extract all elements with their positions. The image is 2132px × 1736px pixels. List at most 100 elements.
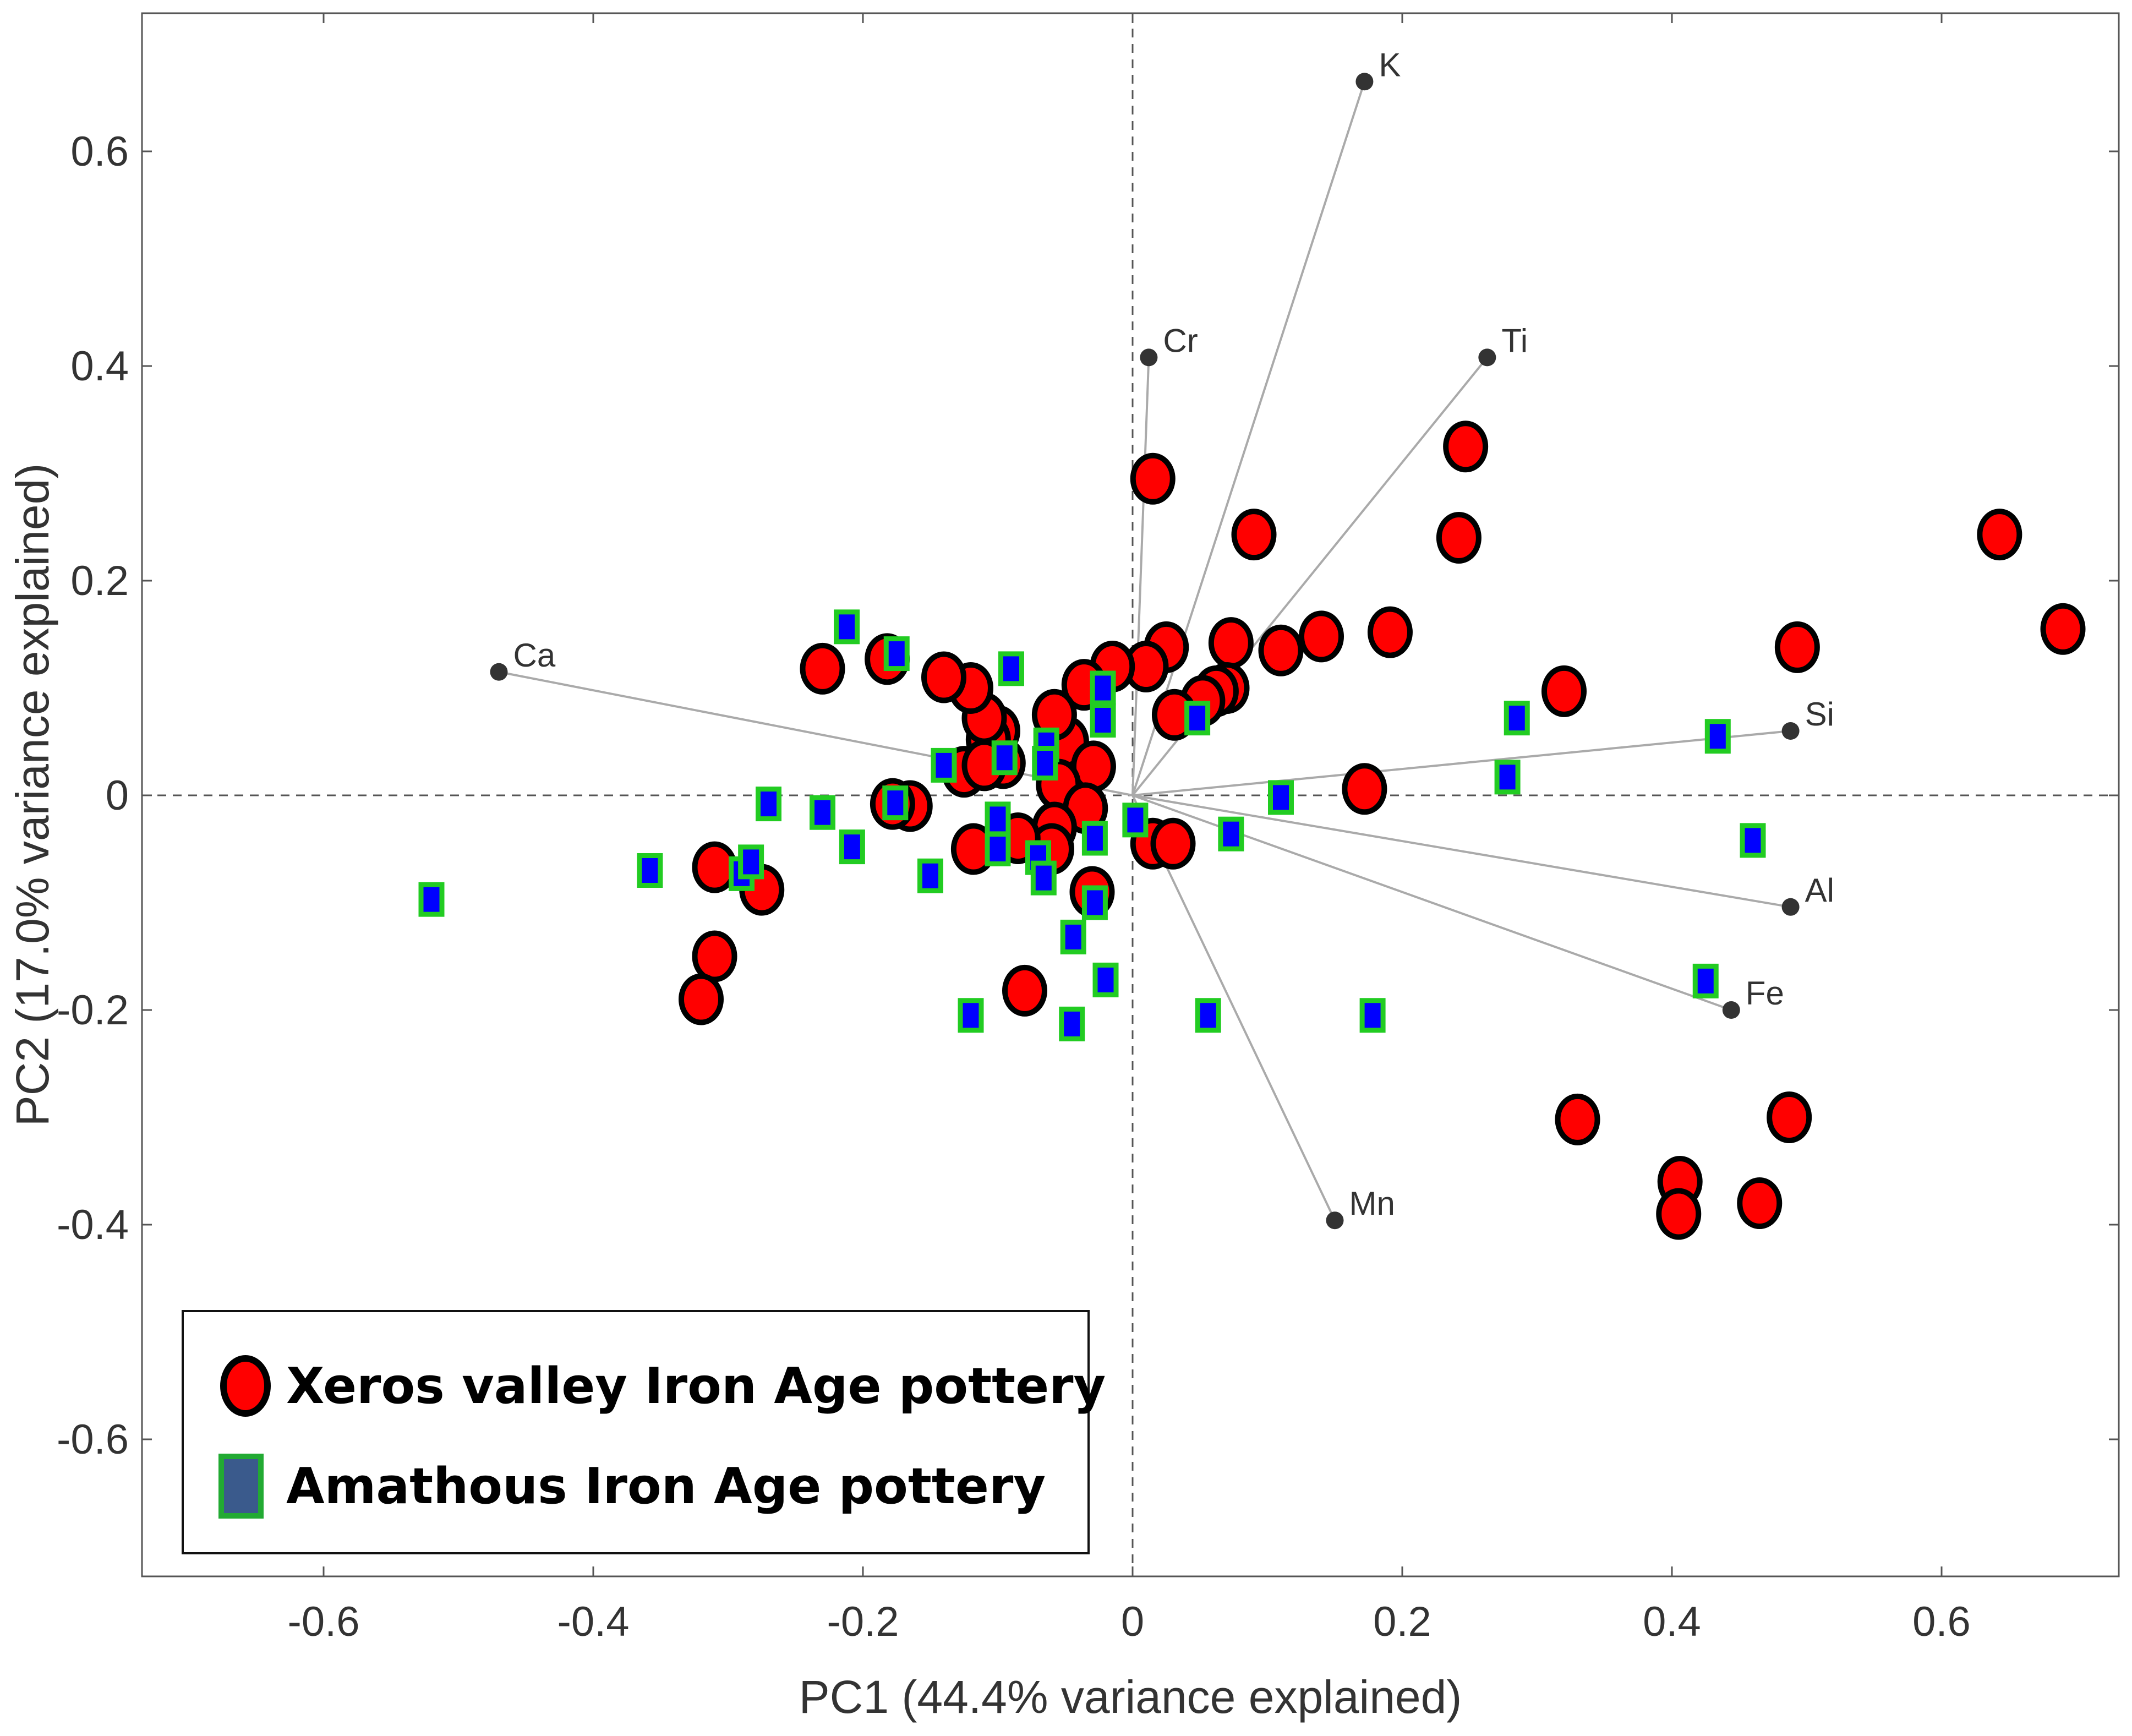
loading-label-fe: Fe (1746, 975, 1784, 1012)
x-tick-label-4: 0.2 (1373, 1598, 1431, 1645)
y-tick-label-6: 0.6 (70, 128, 129, 175)
loading-label-al: Al (1805, 872, 1834, 909)
amathous-point-26 (1090, 703, 1116, 738)
amathous-point-16 (998, 651, 1024, 686)
xeros-point-2 (1774, 621, 1820, 673)
amathous-point-29 (1184, 701, 1211, 736)
x-axis-title: PC1 (44.4% variance explained) (799, 1671, 1462, 1723)
y-tick-label-3: 0 (106, 772, 129, 819)
amathous-point-12 (958, 998, 984, 1033)
xeros-point-18 (1436, 512, 1482, 564)
amathous-point-9 (882, 785, 909, 821)
xeros-point-17 (1443, 421, 1489, 473)
x-tick-label-0: -0.6 (288, 1598, 360, 1645)
legend: Xeros valley Iron Age pottery Amathous I… (182, 1310, 1106, 1554)
x-tick-label-6: 0.6 (1912, 1598, 1971, 1645)
amathous-point-0 (418, 882, 445, 917)
xeros-point-15 (1130, 452, 1176, 505)
loading-point-k (1355, 73, 1374, 91)
amathous-series (418, 609, 1766, 1041)
loading-line-al (1132, 794, 1791, 908)
amathous-point-37 (1704, 719, 1731, 754)
xeros-point-34 (921, 651, 966, 703)
xeros-point-7 (1208, 617, 1254, 669)
amathous-point-27 (1092, 962, 1119, 997)
xeros-point-6 (1258, 624, 1304, 676)
amathous-point-35 (1504, 701, 1530, 736)
loading-line-k (1131, 81, 1366, 796)
y-tick-label-5: 0.4 (70, 343, 129, 390)
xeros-point-3 (1541, 665, 1587, 717)
x-tick-label-1: -0.4 (557, 1598, 630, 1645)
amathous-point-7 (834, 609, 860, 645)
amathous-point-20 (1030, 860, 1057, 896)
amathous-point-6 (839, 829, 865, 865)
amathous-point-23 (1081, 885, 1108, 920)
amathous-point-28 (1122, 803, 1149, 838)
y-tick-label-2: -0.2 (57, 987, 129, 1034)
loading-vectors: Ca Cr K Ti Si Al Fe Mn (490, 46, 1834, 1230)
x-tick-label-2: -0.2 (827, 1598, 899, 1645)
amathous-point-19 (1032, 746, 1058, 780)
y-tick-label-4: 0.2 (70, 558, 129, 604)
amathous-point-8 (883, 636, 910, 672)
xeros-point-53 (1737, 1177, 1783, 1229)
loading-label-k: K (1379, 46, 1401, 83)
loading-label-ca: Ca (513, 637, 556, 674)
amathous-point-36 (1692, 963, 1719, 998)
amathous-point-31 (1218, 816, 1244, 851)
loading-point-ti (1478, 348, 1496, 367)
loading-label-ti: Ti (1501, 322, 1528, 359)
loading-point-ca (490, 663, 508, 681)
amathous-point-24 (1081, 821, 1108, 856)
xeros-point-54 (1767, 1091, 1812, 1143)
legend-marker-amathous (218, 1454, 264, 1519)
xeros-point-41 (1002, 964, 1047, 1017)
loading-label-mn: Mn (1349, 1185, 1395, 1222)
amathous-point-34 (1494, 760, 1521, 795)
loading-label-si: Si (1805, 696, 1834, 733)
y-tick-label-1: -0.4 (57, 1202, 129, 1248)
y-axis-title: PC2 (17.0% variance explained) (7, 463, 58, 1127)
x-tick-label-5: 0.4 (1643, 1598, 1701, 1645)
y-axis: -0.6 -0.4 -0.2 0 0.2 0.4 0.6 (57, 128, 2119, 1463)
amathous-point-14 (985, 832, 1011, 866)
x-axis: -0.6 -0.4 -0.2 0 0.2 0.4 0.6 (288, 13, 1971, 1645)
amathous-point-5 (810, 795, 835, 830)
amathous-point-33 (1359, 998, 1386, 1033)
amathous-point-15 (991, 740, 1018, 776)
xeros-point-45 (1342, 763, 1387, 815)
amathous-point-21 (1059, 1006, 1085, 1041)
amathous-point-32 (1268, 780, 1294, 815)
xeros-point-52 (1656, 1188, 1702, 1240)
y-tick-label-0: -0.6 (57, 1416, 129, 1463)
xeros-point-49 (679, 973, 724, 1025)
amathous-point-1 (637, 853, 663, 888)
legend-label-xeros: Xeros valley Iron Age pottery (286, 1357, 1106, 1415)
loading-point-si (1781, 722, 1800, 740)
xeros-point-48 (692, 930, 737, 982)
amathous-point-30 (1195, 998, 1221, 1033)
xeros-point-16 (1231, 509, 1277, 561)
loading-line-ca (499, 670, 1133, 796)
loading-point-mn (1326, 1211, 1344, 1230)
xeros-point-0 (2040, 603, 2086, 655)
loading-line-si (1132, 730, 1791, 796)
legend-label-amathous: Amathous Iron Age pottery (286, 1457, 1046, 1515)
legend-box (182, 1310, 1090, 1554)
amathous-point-3 (738, 844, 764, 880)
loading-line-cr (1131, 357, 1150, 796)
amathous-point-25 (1090, 670, 1116, 706)
amathous-point-4 (756, 787, 781, 822)
legend-marker-xeros (220, 1355, 271, 1417)
loading-point-fe (1722, 1001, 1740, 1019)
loading-label-cr: Cr (1163, 322, 1198, 359)
loading-point-al (1781, 898, 1800, 916)
xeros-point-44 (1150, 817, 1196, 870)
amathous-point-13 (985, 801, 1011, 837)
amathous-point-10 (917, 858, 943, 893)
xeros-point-50 (1555, 1093, 1600, 1145)
xeros-point-1 (1977, 509, 2022, 561)
xeros-point-47 (692, 841, 737, 893)
